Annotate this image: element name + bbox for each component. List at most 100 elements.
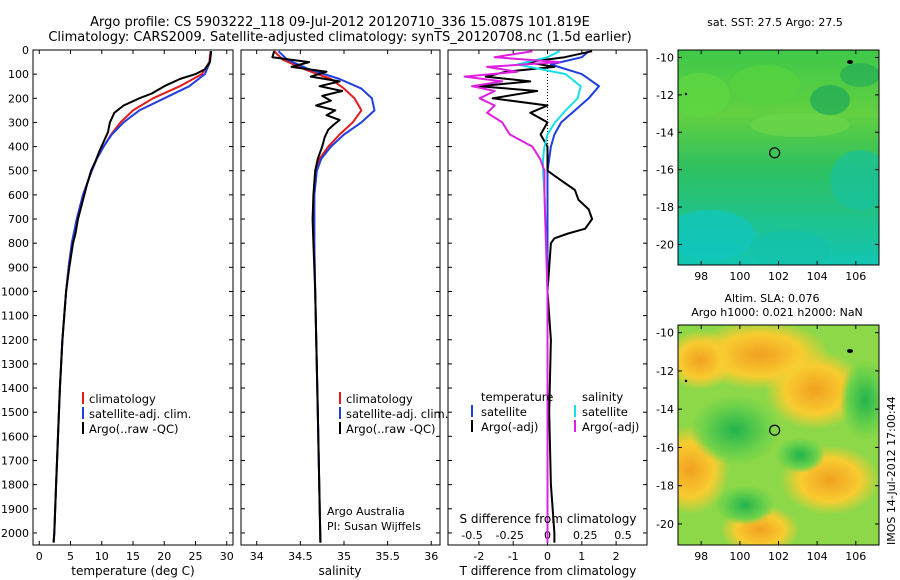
salinity-annotation-line2: PI: Susan Wijffels [327,520,421,533]
legend-sal-satellite: satellite [582,405,628,419]
map2-subtitle: Argo h1000: 0.021 h2000: NaN [691,306,863,319]
x-tick-label: 10 [95,550,109,563]
depth-tick-label: 1500 [1,406,29,419]
panel-temperature-frame [32,49,234,546]
map-y-tick-label: -10 [656,327,674,340]
legend-temp-satellite: satellite [481,405,527,419]
x-tick-label: 0 [544,550,551,563]
legend-satellite: satellite-adj. clim. [346,407,448,421]
temperature-xlabel: temperature (deg C) [71,564,194,578]
title-line-1: Argo profile: CS 5903222_118 09-Jul-2012… [90,15,590,30]
depth-tick-label: 900 [8,261,29,274]
legend-satellite: satellite-adj. clim. [89,407,191,421]
x-tick-label: 0 [36,550,43,563]
x-tick-label: -1 [508,550,519,563]
series-line [546,50,600,543]
depth-tick-label: 0 [22,44,29,57]
difference-xlabel: T difference from climatology [459,564,637,578]
map-y-tick-label: -16 [656,441,674,454]
map-x-tick-label: 98 [694,270,708,283]
depth-tick-label: 1700 [1,454,29,467]
difference-top-label: S difference from climatology [460,512,637,526]
sst-map [678,50,879,265]
legend-heading-temperature: temperature [481,390,553,404]
map2-island [684,379,688,383]
map-y-tick-label: -14 [656,126,674,139]
series-line [463,50,561,543]
salinity-annotation-line1: Argo Australia [327,505,405,518]
temperature-legend: climatology satellite-adj. clim. Argo(..… [82,392,191,436]
temperature-panel: 0 5 10 15 20 25 30 [36,50,234,563]
map1-axes: 98 100 102 104 106 -10 -12 -14 -16 -18 -20 [656,50,879,283]
map-y-tick-label: -12 [656,365,674,378]
map-y-tick-label: -12 [656,89,674,102]
x-tick-label: 2 [613,550,620,563]
depth-tick-label: 100 [8,68,29,81]
map-x-tick-label: 102 [768,270,789,283]
depth-tick-label: 400 [8,141,29,154]
salinity-xlabel: salinity [318,564,361,578]
x-tick-label: 35.5 [375,550,400,563]
legend-temp-argo: Argo(-adj) [481,420,538,434]
depth-tick-label: 1800 [1,479,29,492]
x-tick-label: 25 [189,550,203,563]
series-line [477,50,594,543]
map2-island [847,349,853,353]
series-line [516,50,582,543]
map2-axes: 98 100 102 104 106 -10 -12 -14 -16 -18 -20 [656,325,879,563]
series-line [52,51,213,543]
depth-axis: 0 100 200 300 400 500 600 700 800 900 1000 1100 1200… [1,44,647,540]
legend-climatology: climatology [346,392,413,406]
x-tick-label: 5 [67,550,74,563]
panel-salinity-frame [240,49,441,546]
map-x-tick-label: 106 [845,550,866,563]
map1-title: sat. SST: 27.5 Argo: 27.5 [707,16,843,29]
map-x-tick-label: 104 [807,270,828,283]
map-y-tick-label: -16 [656,164,674,177]
x-tick-label: 1 [578,550,585,563]
depth-tick-label: 1200 [1,334,29,347]
x-tick-label: 15 [126,550,140,563]
legend-argo: Argo(..raw -QC) [89,422,179,436]
map-x-tick-label: 100 [729,550,750,563]
depth-tick-label: 1400 [1,382,29,395]
x-tick-label: 36 [424,550,438,563]
x-tick-label: 35 [337,550,351,563]
legend-sal-argo: Argo(-adj) [582,420,639,434]
depth-tick-label: 800 [8,237,29,250]
x-tick-label: 34 [250,550,264,563]
map-y-tick-label: -20 [656,518,674,531]
s-tick-label: 0.25 [573,529,598,542]
salinity-legend: climatology satellite-adj. clim. Argo(..… [339,392,448,436]
legend-heading-salinity: salinity [582,390,623,404]
x-tick-label: -2 [473,550,484,563]
map2-argo-marker [769,424,781,436]
depth-tick-label: 1000 [1,285,29,298]
depth-tick-label: 300 [8,116,29,129]
map-x-tick-label: 100 [729,270,750,283]
s-tick-label: -0.25 [496,529,524,542]
depth-tick-label: 2000 [1,527,29,540]
series-line [277,50,376,543]
depth-tick-label: 600 [8,189,29,202]
map-y-tick-label: -14 [656,403,674,416]
map2-title: Altim. SLA: 0.076 [724,292,819,305]
map-y-tick-label: -18 [656,201,674,214]
imos-timestamp: IMOS 14-Jul-2012 17:00:44 [885,396,898,545]
x-tick-label: 20 [157,550,171,563]
legend-argo: Argo(..raw -QC) [346,422,436,436]
depth-tick-label: 700 [8,213,29,226]
map1-argo-marker [769,147,781,159]
depth-tick-label: 500 [8,165,29,178]
map-x-tick-label: 104 [807,550,828,563]
map-y-tick-label: -10 [656,51,674,64]
difference-legend: temperature satellite Argo(-adj) salinit… [471,390,639,434]
series-line [273,50,363,543]
title-line-2: Climatology: CARS2009. Satellite-adjuste… [48,30,632,45]
x-tick-label: 34.5 [288,550,313,563]
sla-map [678,325,879,545]
difference-panel: -2 -1 0 1 2-0.5 -0.25 0 0.25 0.5 [461,50,632,563]
map-y-tick-label: -18 [656,480,674,493]
map-x-tick-label: 106 [845,270,866,283]
